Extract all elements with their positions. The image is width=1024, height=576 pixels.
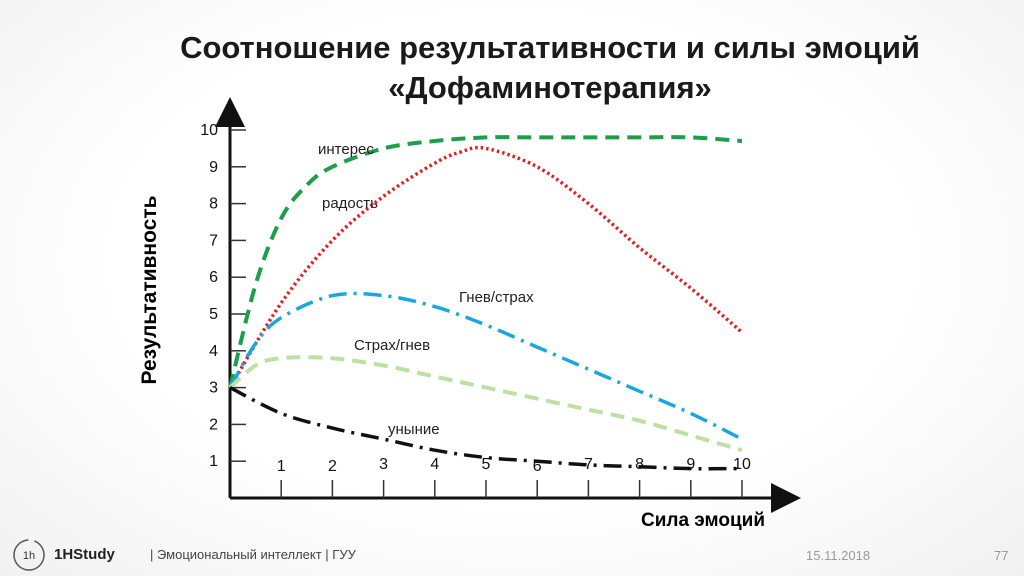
series-line-3	[228, 291, 743, 441]
y-tick-label: 3	[209, 380, 218, 397]
x-tick-label: 7	[584, 456, 593, 473]
x-tick-label: 2	[328, 458, 337, 475]
series-line-2	[228, 145, 744, 389]
series-line-1	[228, 135, 743, 389]
x-tick-label: 6	[533, 458, 542, 475]
series-label-5: уныние	[388, 421, 440, 438]
y-tick-label: 4	[209, 343, 218, 360]
series-label-4: Страх/гнев	[354, 337, 430, 354]
logo-text: 1h	[23, 550, 35, 562]
x-axis-label: Сила эмоций	[641, 510, 765, 531]
y-tick-label: 2	[209, 416, 218, 433]
series-label-2: радость	[322, 195, 378, 212]
course-name: | Эмоциональный интеллект | ГУУ	[150, 547, 356, 562]
x-tick-label: 10	[733, 456, 751, 473]
x-tick-label: 8	[635, 456, 644, 473]
series-line-4	[228, 355, 743, 453]
y-tick-label: 6	[209, 269, 218, 286]
x-tick-label: 9	[686, 456, 695, 473]
y-tick-label: 7	[209, 232, 218, 249]
x-tick-label: 4	[430, 456, 439, 473]
series-label-1: интерес	[318, 141, 374, 158]
y-tick-label: 5	[209, 306, 218, 323]
slide-title: Соотношение результативности и силы эмоц…	[150, 28, 950, 108]
slide-title-line2: «Дофаминотерапия»	[388, 70, 712, 105]
y-tick-label: 1	[209, 453, 218, 470]
brand-name: 1HStudy	[54, 546, 115, 563]
y-tick-label: 8	[209, 196, 218, 213]
x-tick-label: 5	[482, 456, 491, 473]
series-line-5	[229, 386, 743, 471]
brand-logo-icon: 1h	[13, 539, 45, 571]
page-number: 77	[994, 548, 1009, 563]
slide-footer: 1h 1HStudy | Эмоциональный интеллект | Г…	[0, 532, 1024, 576]
x-tick-label: 1	[277, 458, 286, 475]
series-label-3: Гнев/страх	[459, 289, 534, 306]
slide-date: 15.11.2018	[806, 548, 871, 563]
x-tick-label: 3	[379, 456, 388, 473]
y-tick-label: 10	[200, 122, 218, 139]
slide-title-line1: Соотношение результативности и силы эмоц…	[180, 30, 920, 65]
y-axis-label: Результативность	[138, 195, 161, 384]
y-tick-label: 9	[209, 159, 218, 176]
